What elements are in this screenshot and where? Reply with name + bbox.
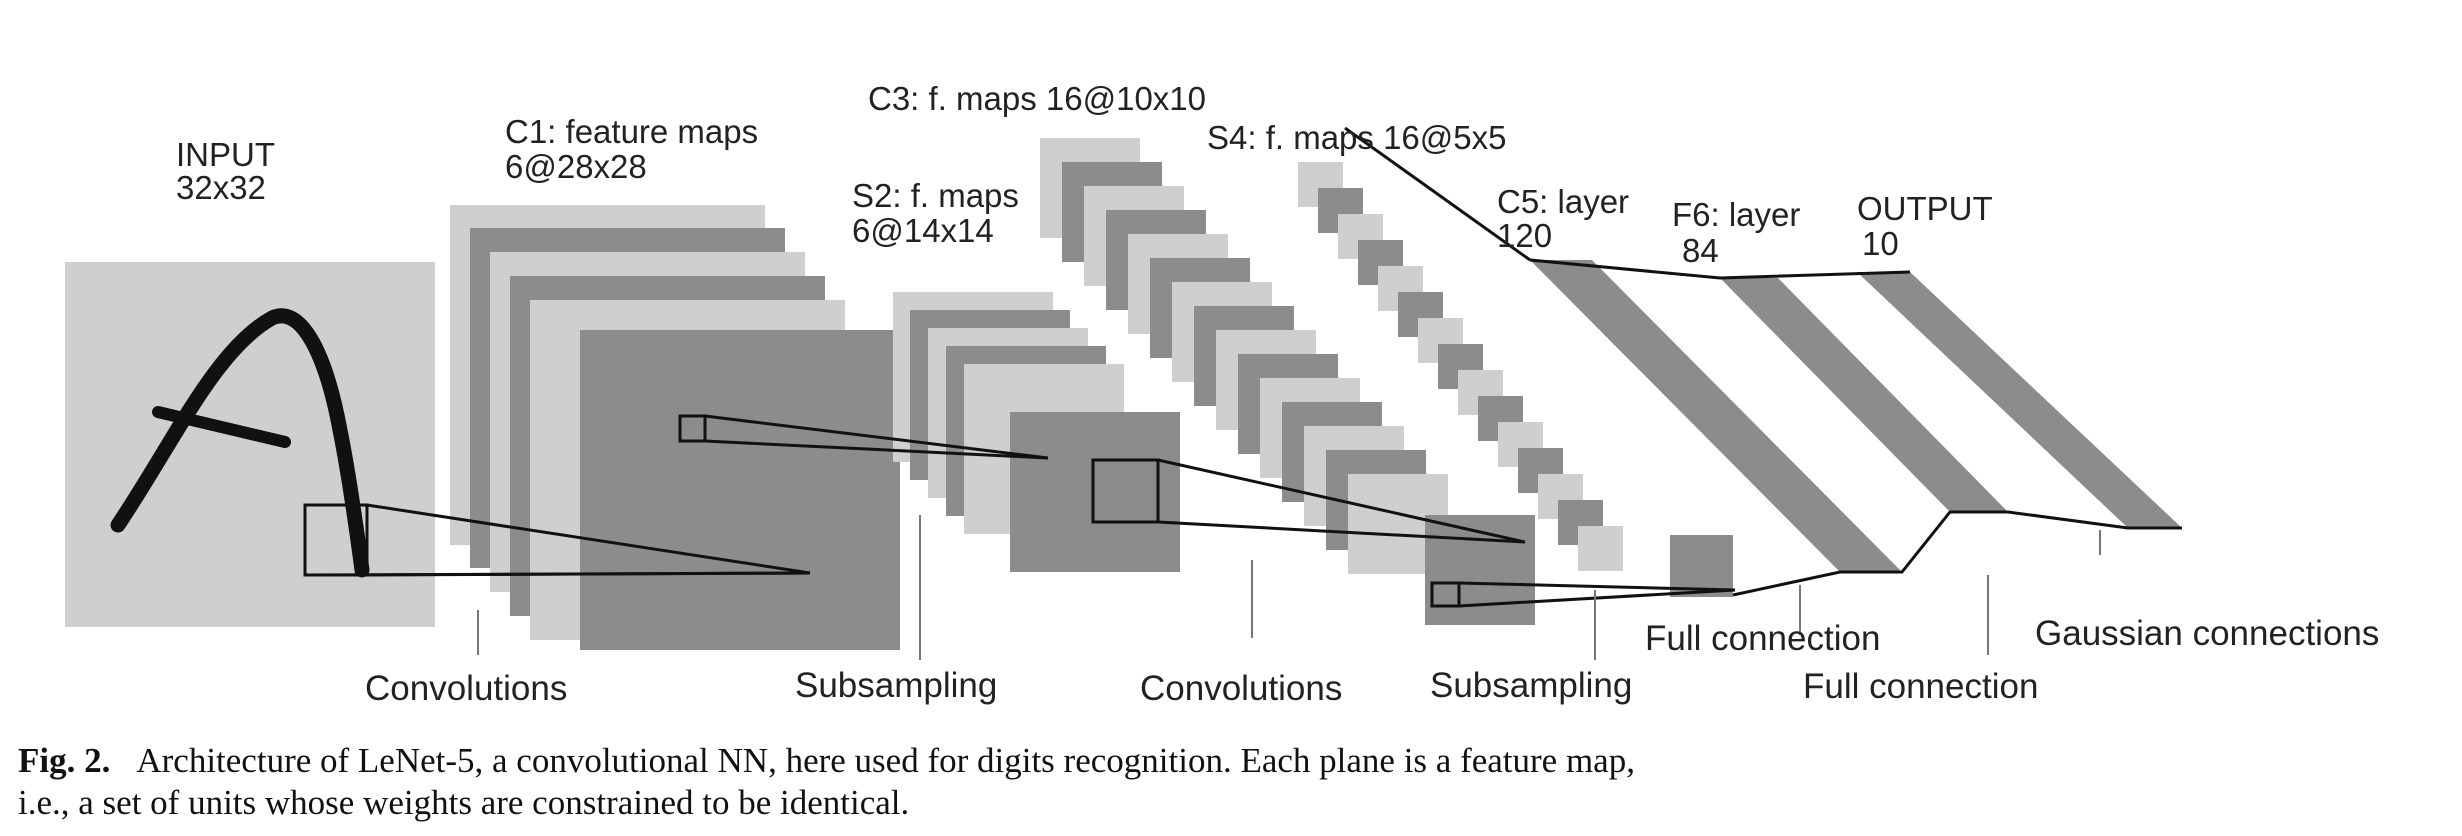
op-convolutions-1: Convolutions	[365, 669, 567, 708]
input-label: INPUT	[176, 136, 275, 173]
figure-caption-label: Fig. 2.	[18, 741, 111, 780]
output-size: 10	[1862, 225, 1899, 262]
c3-label: C3: f. maps 16@10x10	[868, 80, 1206, 117]
figure-caption-text: Architecture of LeNet-5, a convolutional…	[18, 741, 1635, 822]
output-label: OUTPUT	[1857, 190, 1993, 227]
s2-label: S2: f. maps	[852, 177, 1019, 214]
c1-label: C1: feature maps	[505, 113, 758, 150]
c1-feature-maps-stack	[450, 205, 900, 650]
figure-caption: Fig. 2. Architecture of LeNet-5, a convol…	[18, 740, 1638, 824]
output-layer-band	[1857, 272, 2182, 528]
s2-size: 6@14x14	[852, 212, 994, 249]
f6-size: 84	[1682, 232, 1719, 269]
operation-ticks	[477, 515, 2101, 660]
f6-label: F6: layer	[1672, 196, 1800, 233]
input-digit-a-bar	[152, 406, 291, 448]
op-subsampling-2: Subsampling	[1430, 666, 1632, 705]
s4-feature-maps-stack	[1298, 162, 1733, 597]
input-size: 32x32	[176, 169, 266, 206]
input-plane	[65, 262, 435, 627]
op-full-connection-2: Full connection	[1803, 667, 2038, 706]
receptive-field-projections	[303, 414, 1736, 608]
f6-layer-band	[1720, 278, 2008, 512]
c1-size: 6@28x28	[505, 148, 647, 185]
op-convolutions-2: Convolutions	[1140, 669, 1342, 708]
s4-label: S4: f. maps 16@5x5	[1207, 119, 1506, 156]
op-subsampling-1: Subsampling	[795, 666, 997, 705]
c5-layer-band	[1530, 260, 1902, 572]
op-full-connection-1: Full connection	[1645, 619, 1880, 658]
op-gaussian-connections: Gaussian connections	[2035, 614, 2379, 653]
layer-connection-lines	[1344, 126, 2182, 597]
architecture-diagram: INPUT 32x32 C1: feature maps 6@28x28 S2:…	[65, 80, 2379, 708]
c5-label: C5: layer	[1497, 183, 1629, 220]
c5-size: 120	[1497, 217, 1552, 254]
